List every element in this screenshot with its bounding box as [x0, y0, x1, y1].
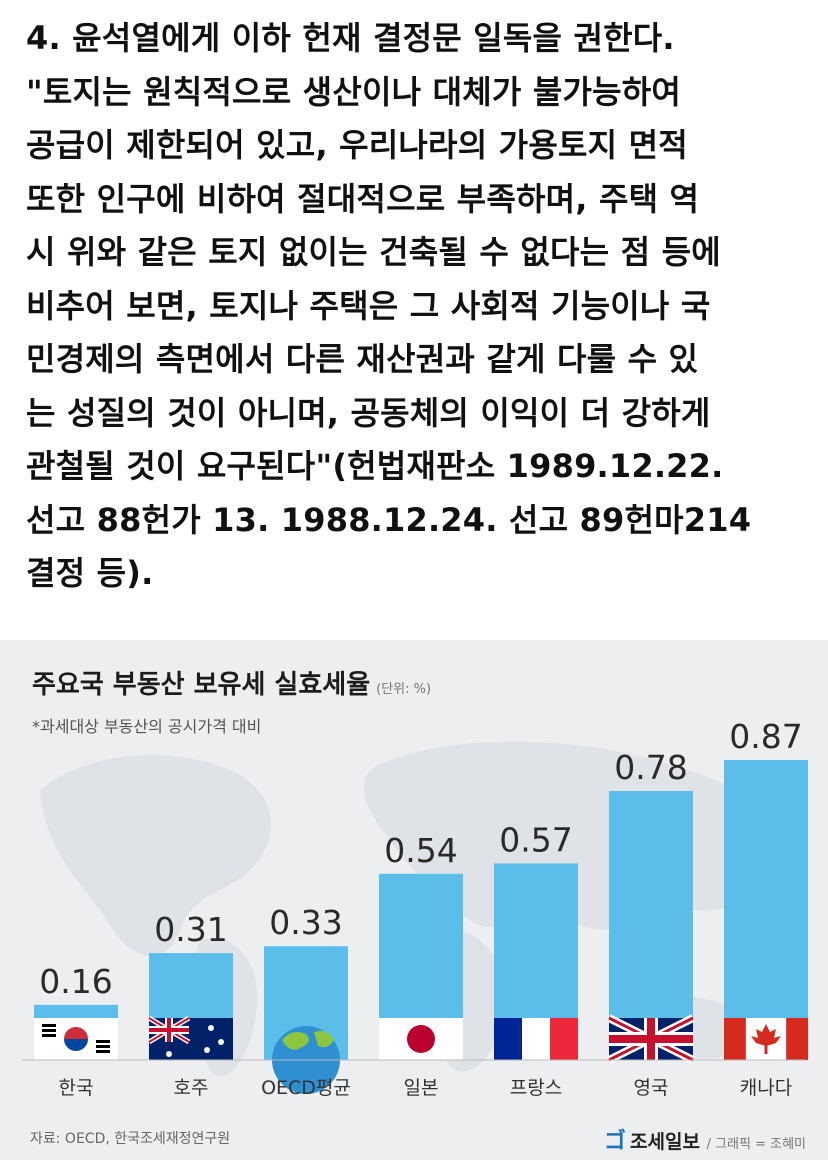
data-label-5: 0.78: [614, 748, 687, 787]
korea-flag-icon: [34, 1018, 118, 1060]
bar-5: [609, 791, 693, 1060]
category-label-4: 프랑스: [510, 1077, 562, 1099]
graphic-credit: / 그래픽 = 조혜미: [706, 1137, 806, 1152]
data-label-6: 0.87: [729, 717, 802, 756]
category-label-3: 일본: [404, 1077, 439, 1099]
post-paragraph: 4. 윤석열에게 이하 헌재 결정문 일독을 권한다. "토지는 원칙적으로 생…: [26, 19, 752, 592]
data-label-0: 0.16: [39, 962, 112, 1001]
category-label-1: 호주: [174, 1077, 209, 1099]
category-label-0: 한국: [59, 1077, 94, 1099]
uk-flag-icon: [607, 1014, 695, 1064]
france-flag-icon: [494, 1018, 578, 1060]
data-label-1: 0.31: [154, 910, 227, 949]
brand-name: 조세일보: [630, 1131, 700, 1153]
category-label-5: 영국: [634, 1077, 669, 1099]
category-label-6: 캐나다: [740, 1077, 792, 1099]
bar-6: [724, 760, 808, 1060]
chart-subtitle: *과세대상 부동산의 공시가격 대비: [32, 717, 262, 736]
australia-flag-icon: [147, 1015, 233, 1060]
bar-chart-plot: 0.16 한국 0.31 호주 0.33 OECD평균 0.54 일본 0.57 프랑스 0.78 영…: [22, 717, 808, 1099]
chart-title: 주요국 부동산 보유세 실효세율 (단위: %): [32, 670, 432, 700]
category-label-2: OECD평균: [261, 1077, 351, 1099]
canada-flag-icon: [724, 1018, 808, 1060]
source-note: 자료: OECD, 한국조세재정연구원: [30, 1131, 231, 1147]
chart-panel: 주요국 부동산 보유세 실효세율 (단위: %) *과세대상 부동산의 공시가격 …: [0, 640, 828, 1160]
chart-unit: (단위: %): [376, 682, 432, 697]
data-label-4: 0.57: [499, 820, 572, 859]
data-label-3: 0.54: [384, 831, 457, 870]
brand-logo-icon: ゴ: [604, 1129, 627, 1154]
brand-credit: ゴ 조세일보 / 그래픽 = 조혜미: [604, 1123, 806, 1155]
data-label-2: 0.33: [269, 903, 342, 942]
japan-flag-icon: [379, 1018, 463, 1060]
